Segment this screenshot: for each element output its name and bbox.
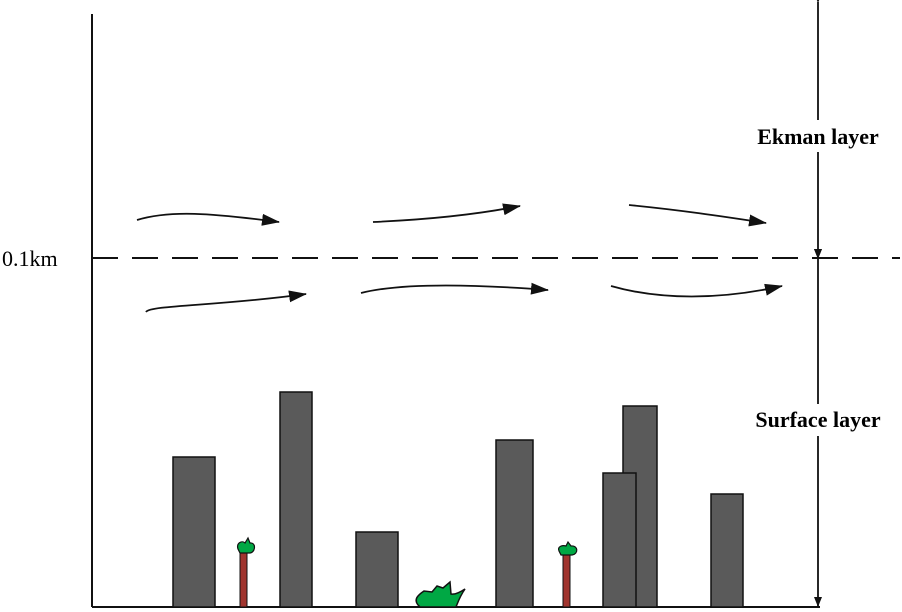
- wind-arrows-lower: [145, 282, 783, 313]
- wind-arrow: [360, 282, 549, 295]
- wind-arrow: [136, 212, 280, 226]
- ekman-layer-label: Ekman layer: [757, 124, 879, 149]
- tree: [237, 536, 256, 608]
- height-marker-label: 0.1km: [2, 246, 58, 271]
- wind-arrow: [628, 204, 767, 227]
- wind-arrow: [145, 290, 307, 313]
- building: [602, 472, 637, 608]
- buildings: [172, 391, 744, 608]
- building: [172, 456, 216, 608]
- building: [710, 493, 744, 608]
- bush: [415, 580, 466, 608]
- surface-layer-label: Surface layer: [755, 407, 880, 432]
- wind-arrow: [610, 283, 783, 298]
- wind-arrow: [372, 203, 521, 223]
- tree: [558, 540, 578, 608]
- building: [355, 531, 399, 608]
- wind-arrows-upper: [136, 203, 767, 227]
- building: [495, 439, 534, 608]
- building: [279, 391, 313, 608]
